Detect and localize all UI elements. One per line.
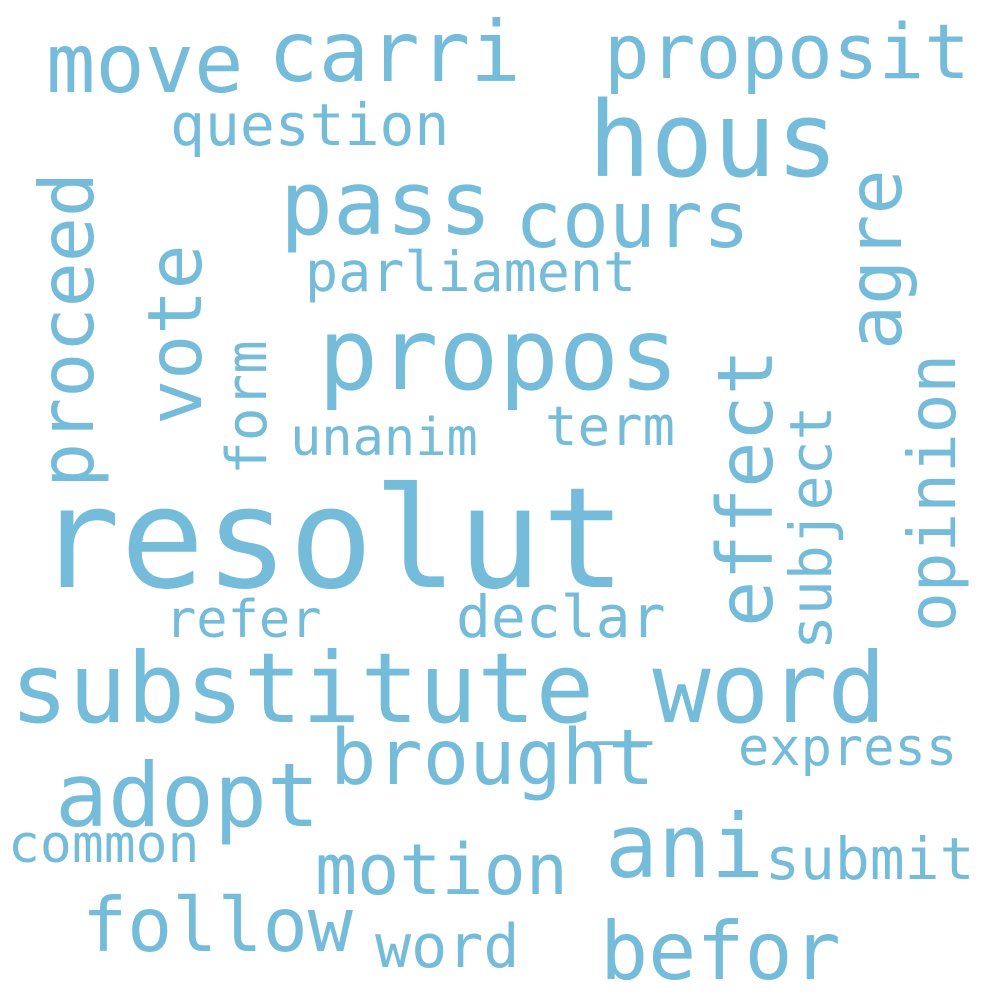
word-form: form — [215, 340, 280, 475]
word-parliament: parliament — [305, 240, 637, 304]
word-vote: vote — [131, 244, 219, 425]
word-express: express — [738, 718, 958, 778]
word-unanim: unanim — [290, 408, 478, 468]
word-propos: propos — [318, 296, 680, 413]
word-substitute-word: substitute_word — [10, 632, 886, 745]
word-hous: hous — [588, 79, 839, 201]
word-proceed: proceed — [23, 171, 111, 488]
word-effect: effect — [702, 348, 791, 627]
word-adopt: adopt — [55, 744, 320, 847]
word-brought: brought — [330, 714, 655, 803]
word-term: term — [545, 395, 676, 458]
word-motion: motion — [315, 829, 568, 911]
word-opinion: opinion — [894, 353, 971, 632]
word-declar: declar — [456, 583, 666, 651]
word-befor: befor — [600, 905, 841, 998]
word-proposit: proposit — [604, 7, 971, 96]
word-ani: ani — [605, 795, 764, 898]
word-resolut: resolut — [36, 458, 627, 621]
word-common: common — [8, 814, 200, 875]
word-question: question — [170, 91, 450, 159]
word-refer: refer — [165, 590, 322, 650]
word-agre: agre — [831, 169, 919, 350]
word-word: word — [375, 912, 520, 982]
word-submit: submit — [765, 825, 975, 893]
word-pass: pass — [280, 152, 492, 255]
word-cours: cours — [515, 176, 750, 266]
word-carri: carri — [268, 3, 521, 101]
word-move: move — [46, 17, 244, 112]
word-follow: follow — [82, 881, 353, 969]
word-subject: subject — [777, 405, 845, 650]
